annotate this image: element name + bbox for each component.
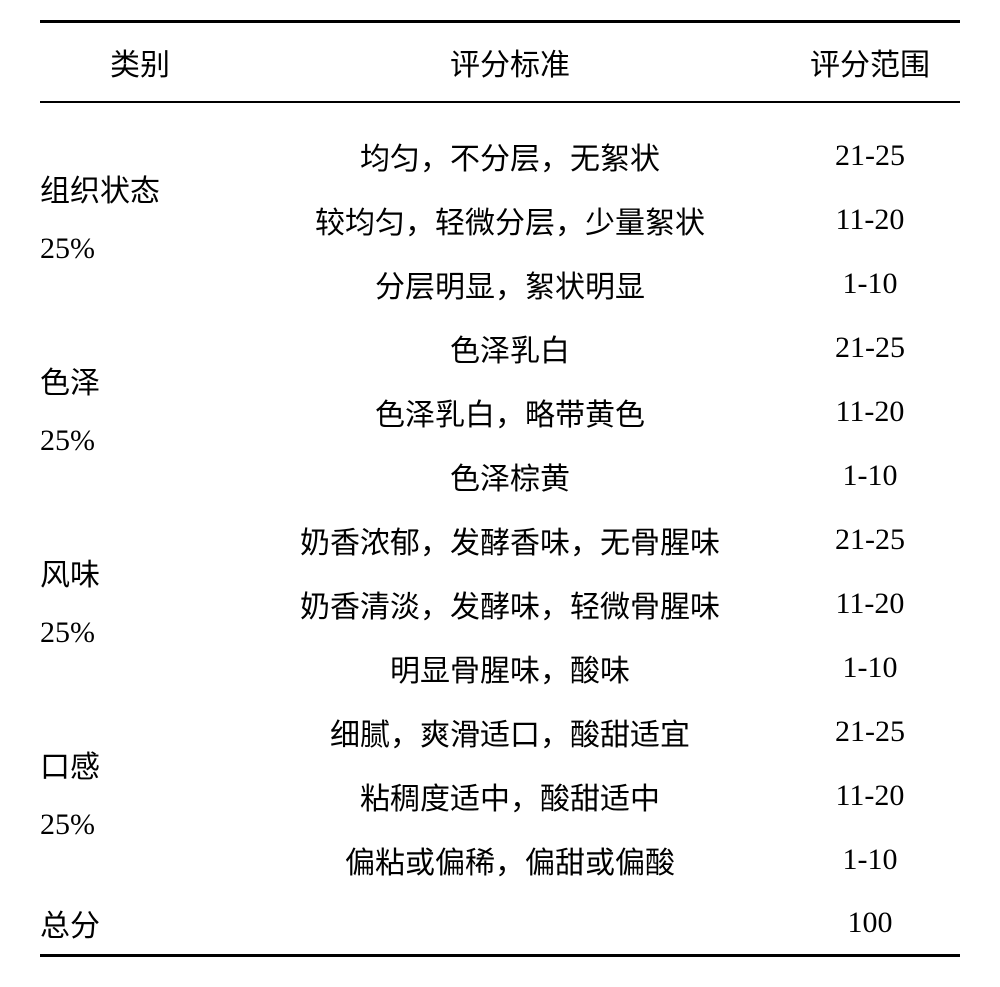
- table-row: 风味 25% 奶香浓郁，发酵香味，无骨腥味 21-25: [40, 508, 960, 572]
- category-name: 风味: [40, 547, 240, 604]
- range-cell: 21-25: [780, 700, 960, 764]
- range-cell: 1-10: [780, 252, 960, 316]
- range-cell: 11-20: [780, 572, 960, 636]
- criteria-cell: 粘稠度适中，酸甜适中: [240, 764, 780, 828]
- range-cell: 21-25: [780, 508, 960, 572]
- scoring-table: 类别 评分标准 评分范围 组织状态 25% 均匀，不分层，无絮状 21-25 较…: [40, 20, 960, 957]
- criteria-cell: 明显骨腥味，酸味: [240, 636, 780, 700]
- header-row: 类别 评分标准 评分范围: [40, 22, 960, 102]
- criteria-cell: 奶香浓郁，发酵香味，无骨腥味: [240, 508, 780, 572]
- range-cell: 11-20: [780, 188, 960, 252]
- category-weight: 25%: [40, 220, 240, 277]
- table-row: 组织状态 25% 均匀，不分层，无絮状 21-25: [40, 124, 960, 188]
- total-group: 总分 100: [40, 892, 960, 956]
- range-cell: 11-20: [780, 764, 960, 828]
- col-header-category: 类别: [40, 22, 240, 102]
- category-cell: 口感 25%: [40, 700, 240, 892]
- col-header-range: 评分范围: [780, 22, 960, 102]
- group-0: 组织状态 25% 均匀，不分层，无絮状 21-25 较均匀，轻微分层，少量絮状 …: [40, 102, 960, 316]
- category-weight: 25%: [40, 412, 240, 469]
- total-value: 100: [780, 892, 960, 956]
- criteria-cell: 色泽乳白，略带黄色: [240, 380, 780, 444]
- total-row: 总分 100: [40, 892, 960, 956]
- range-cell: 21-25: [780, 316, 960, 380]
- category-weight: 25%: [40, 796, 240, 853]
- criteria-cell: 色泽棕黄: [240, 444, 780, 508]
- category-name: 色泽: [40, 355, 240, 412]
- category-cell: 色泽 25%: [40, 316, 240, 508]
- criteria-cell: 偏粘或偏稀，偏甜或偏酸: [240, 828, 780, 892]
- category-weight: 25%: [40, 604, 240, 661]
- criteria-cell: 均匀，不分层，无絮状: [240, 124, 780, 188]
- criteria-cell: 较均匀，轻微分层，少量絮状: [240, 188, 780, 252]
- group-3: 口感 25% 细腻，爽滑适口，酸甜适宜 21-25 粘稠度适中，酸甜适中 11-…: [40, 700, 960, 892]
- range-cell: 11-20: [780, 380, 960, 444]
- category-name: 组织状态: [40, 163, 240, 220]
- range-cell: 1-10: [780, 828, 960, 892]
- criteria-cell: 分层明显，絮状明显: [240, 252, 780, 316]
- criteria-cell: 色泽乳白: [240, 316, 780, 380]
- col-header-criteria: 评分标准: [240, 22, 780, 102]
- category-cell: 风味 25%: [40, 508, 240, 700]
- criteria-cell: 细腻，爽滑适口，酸甜适宜: [240, 700, 780, 764]
- table-row: 色泽 25% 色泽乳白 21-25: [40, 316, 960, 380]
- range-cell: 21-25: [780, 124, 960, 188]
- group-1: 色泽 25% 色泽乳白 21-25 色泽乳白，略带黄色 11-20 色泽棕黄 1…: [40, 316, 960, 508]
- range-cell: 1-10: [780, 636, 960, 700]
- group-2: 风味 25% 奶香浓郁，发酵香味，无骨腥味 21-25 奶香清淡，发酵味，轻微骨…: [40, 508, 960, 700]
- category-cell: 组织状态 25%: [40, 124, 240, 316]
- criteria-cell: 奶香清淡，发酵味，轻微骨腥味: [240, 572, 780, 636]
- total-label: 总分: [40, 892, 240, 956]
- category-name: 口感: [40, 739, 240, 796]
- table-row: 口感 25% 细腻，爽滑适口，酸甜适宜 21-25: [40, 700, 960, 764]
- range-cell: 1-10: [780, 444, 960, 508]
